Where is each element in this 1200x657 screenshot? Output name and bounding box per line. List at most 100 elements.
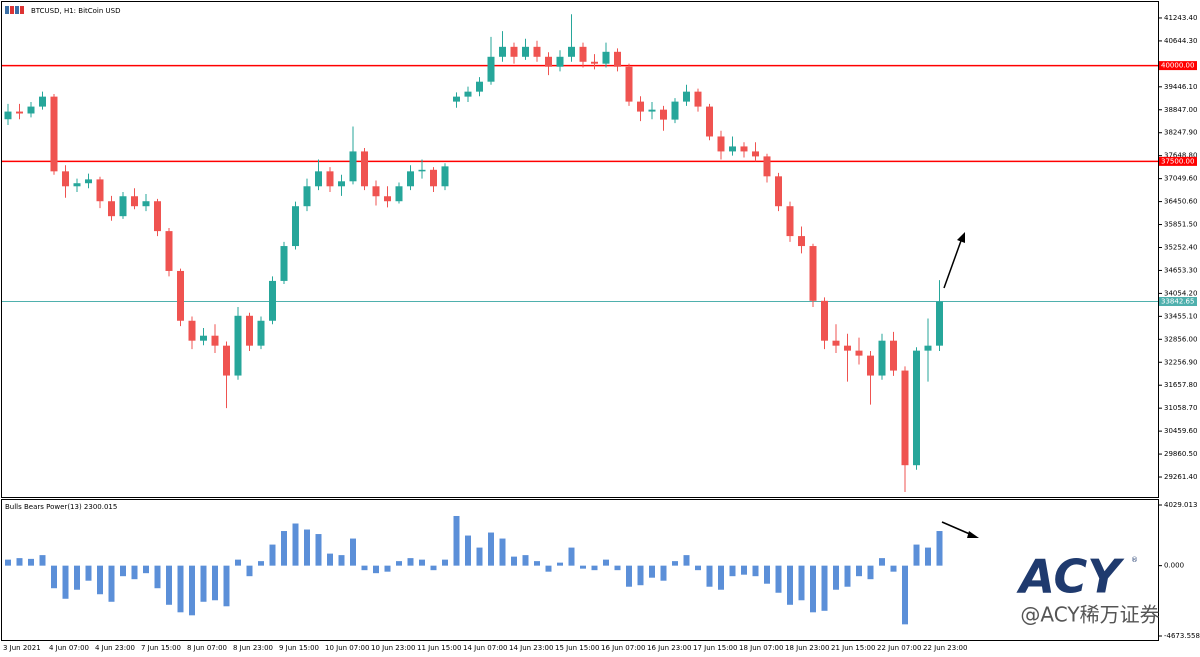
y-tick-label: 38247.90 [1164,129,1197,137]
arrow-head [967,531,979,538]
bar [292,523,299,566]
bar [488,532,494,566]
bar [154,565,161,589]
candle-body [407,171,414,187]
bar [913,544,920,566]
x-tick-label: 4 Jun 07:00 [49,644,89,652]
candle-body [832,340,840,346]
x-tick-label: 14 Jun 23:00 [509,644,553,652]
candle-body [234,315,242,376]
y-tick-label: 32856.00 [1164,335,1197,343]
candle-body [579,46,587,62]
candle-body [683,91,690,102]
bar [62,565,69,599]
y-tick-label: 32256.90 [1164,358,1197,366]
candle-body [763,156,771,177]
watermark: ACY ® @ACY稀万证券 [1016,550,1159,627]
indicator-title: Bulls Bears Power(13) 2300.015 [5,503,117,511]
candle-body [269,280,276,321]
level-label-box [1159,61,1197,71]
bar [695,565,701,571]
main-frame [1,1,1159,498]
candle-body [821,300,828,341]
bar [787,565,793,605]
bar [384,565,391,572]
candle-body [50,96,58,172]
candle-body [556,56,564,67]
arrow-line [941,521,973,536]
candle-body [211,335,219,346]
bar [350,538,356,566]
candle-body [154,201,161,232]
bar [603,559,609,566]
bar [407,558,414,566]
bar [39,555,46,566]
bar [453,515,460,566]
bar [591,565,598,571]
arrow-up [943,232,965,289]
candle-body [338,181,345,187]
bar [166,565,172,605]
candle-body [740,146,748,152]
bar [85,565,92,581]
candle-body [476,81,483,92]
icon-bar [20,6,24,14]
candle-body [867,355,874,376]
level-label: 40000.00 [1161,62,1194,70]
bar [534,561,540,566]
y-tick-label: 36450.60 [1164,198,1197,206]
y-tick-label: 34054.20 [1164,289,1197,297]
y-tick-label: 30459.60 [1164,427,1197,435]
x-tick-label: 16 Jun 07:00 [601,644,645,652]
icon-bar [15,6,19,14]
candle-body [326,171,334,187]
x-tick-label: 16 Jun 23:00 [647,644,691,652]
candle-body [591,61,598,64]
candle-body [510,46,518,57]
y-tick-label: 4029.013 [1164,501,1197,509]
y-tick-label: 31657.80 [1164,381,1197,389]
y-tick-label: 41243.40 [1164,14,1197,22]
bar [327,553,333,566]
bar [97,565,103,595]
level-label: 37500.00 [1161,157,1194,165]
bar [821,565,828,611]
bar [212,565,218,601]
x-tick-label: 21 Jun 15:00 [831,644,875,652]
bar [465,535,471,566]
y-tick-label: 35252.40 [1164,243,1197,251]
candle-body [660,109,667,120]
candle-body [246,315,253,346]
bar [856,565,862,577]
arrow-down [941,521,979,538]
candle-body [395,186,403,202]
arrow-line [943,237,963,289]
y-tick-label: 29261.40 [1164,473,1197,481]
bar [315,534,322,566]
x-tick-label: 4 Jun 23:00 [95,644,135,652]
candle-body [855,350,863,356]
candle-body [775,176,782,207]
candle-body [177,270,184,321]
x-tick-label: 10 Jun 07:00 [325,644,369,652]
candle-body [568,46,575,57]
bar [108,565,115,602]
y-tick-label: 38847.00 [1164,106,1197,114]
bar [258,561,264,566]
level-label-box [1159,156,1197,166]
candle-body [878,340,886,376]
bar [476,547,483,566]
candle-body [499,46,506,57]
candle-body [441,166,449,187]
bar [614,565,621,571]
bar [28,558,34,566]
candle-body [372,186,380,197]
y-tick-label: 37049.60 [1164,175,1197,183]
candle-body [614,51,621,67]
candle-body [361,151,368,187]
x-tick-label: 14 Jun 07:00 [463,644,507,652]
bar [879,558,885,566]
bar [373,565,379,574]
bar [706,565,713,587]
